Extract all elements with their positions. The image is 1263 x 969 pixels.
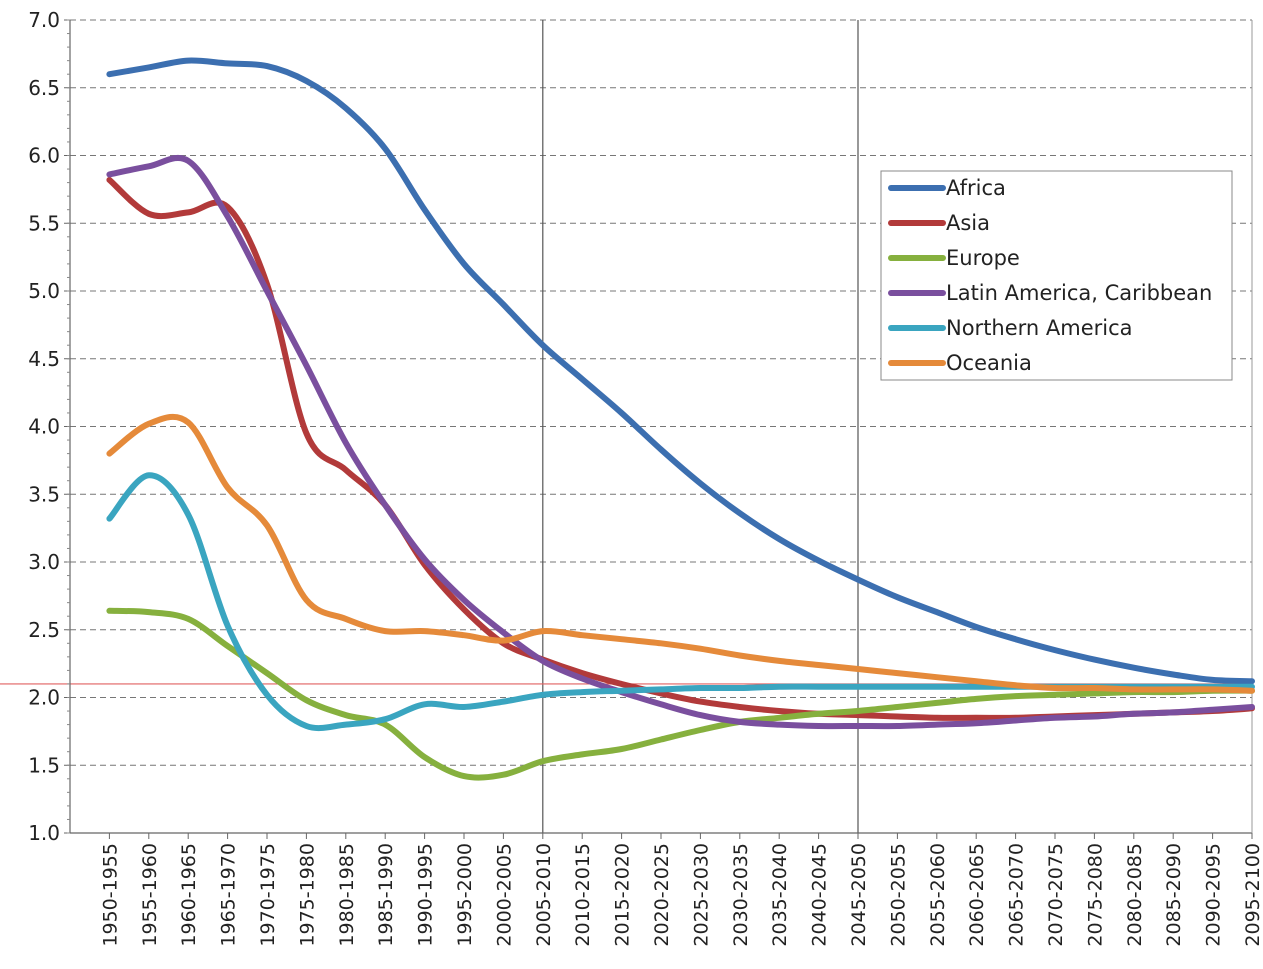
x-tick-label: 2005-2010 [533, 843, 555, 947]
x-tick-label: 1975-1980 [296, 843, 318, 947]
x-tick-label: 1955-1960 [139, 843, 161, 947]
legend-box [880, 170, 1233, 381]
x-tick-label: 2020-2025 [651, 843, 673, 947]
x-tick-label: 1960-1965 [178, 843, 200, 947]
legend-label-africa: Africa [946, 176, 1006, 200]
y-tick-label: 3.5 [28, 482, 60, 506]
x-tick-label: 1980-1985 [336, 843, 358, 947]
y-tick-label: 2.5 [28, 618, 60, 642]
y-tick-label: 3.0 [28, 550, 60, 574]
x-tick-label: 2010-2015 [572, 843, 594, 947]
y-tick-label: 2.0 [28, 686, 60, 710]
legend-label-oceania: Oceania [946, 351, 1032, 375]
x-tick-label: 2045-2050 [848, 843, 870, 947]
y-tick-label: 4.5 [28, 347, 60, 371]
y-axis-ticks: 1.0 1.5 2.0 2.5 3.0 3.5 4.0 4.5 5.0 5.5 6.0 6.5 7.0 [28, 8, 70, 845]
series-lines [106, 57, 1255, 781]
y-tick-label: 5.0 [28, 279, 60, 303]
x-tick-label: 2050-2055 [887, 843, 909, 947]
y-tick-label: 6.5 [28, 76, 60, 100]
x-tick-label: 2000-2005 [493, 843, 515, 947]
series-line-europe [106, 607, 1255, 781]
x-tick-label: 1995-2000 [454, 843, 476, 947]
series-line-latin-america-caribbean [106, 154, 1255, 730]
y-tick-label: 1.0 [28, 821, 60, 845]
x-tick-label: 1965-1970 [218, 843, 240, 947]
x-tick-label: 1970-1975 [257, 843, 279, 947]
x-tick-label: 1950-1955 [99, 843, 121, 947]
x-tick-label: 2085-2090 [1163, 843, 1185, 947]
legend-label-latin-america-caribbean: Latin America, Caribbean [946, 281, 1212, 305]
x-tick-label: 2025-2030 [690, 843, 712, 947]
x-tick-label: 2065-2070 [1006, 843, 1028, 947]
x-axis-ticks: 1950-1955 1955-1960 1960-1965 1965-1970 1970… [99, 833, 1263, 947]
x-tick-label: 2095-2100 [1242, 843, 1263, 947]
x-tick-label: 2070-2075 [1045, 843, 1067, 947]
legend-label-asia: Asia [946, 211, 990, 235]
x-tick-label: 2055-2060 [927, 843, 949, 947]
y-tick-label: 4.0 [28, 415, 60, 439]
legend-label-europe: Europe [946, 246, 1020, 270]
x-tick-label: 1985-1990 [375, 843, 397, 947]
y-tick-label: 5.5 [28, 211, 60, 235]
legend: Africa Asia Europe Latin America, Caribbean… [880, 170, 1233, 381]
x-tick-label: 2015-2020 [612, 843, 634, 947]
y-tick-label: 1.5 [28, 753, 60, 777]
x-tick-label: 2040-2045 [809, 843, 831, 947]
series-line-oceania [106, 413, 1255, 694]
series-line-africa [106, 57, 1255, 685]
x-tick-label: 2075-2080 [1084, 843, 1106, 947]
x-tick-label: 1990-1995 [415, 843, 437, 947]
y-tick-label: 6.0 [28, 144, 60, 168]
y-tick-label: 7.0 [28, 8, 60, 32]
x-tick-label: 2060-2065 [966, 843, 988, 947]
x-tick-label: 2030-2035 [730, 843, 752, 947]
legend-label-northern-america: Northern America [946, 316, 1133, 340]
x-tick-label: 2035-2040 [769, 843, 791, 947]
x-tick-label: 2080-2085 [1124, 843, 1146, 947]
x-tick-label: 2090-2095 [1203, 843, 1225, 947]
